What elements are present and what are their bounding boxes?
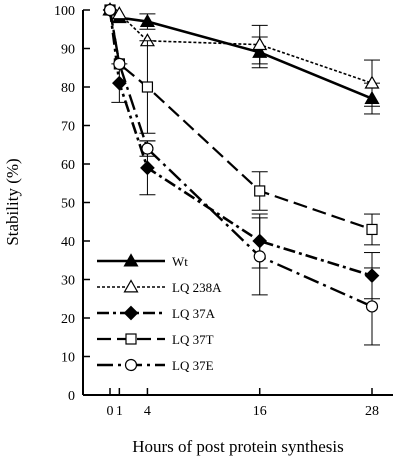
legend: Wt LQ 238A LQ 37A LQ 37T LQ 37E bbox=[97, 253, 222, 373]
x-axis-ticks: 0 1 4 16 28 bbox=[107, 388, 379, 419]
legend-item: LQ 37A bbox=[97, 305, 216, 321]
x-tick-label: 1 bbox=[116, 404, 123, 419]
legend-label: LQ 238A bbox=[172, 280, 222, 295]
legend-marker bbox=[125, 333, 137, 345]
y-tick-label: 20 bbox=[61, 312, 75, 327]
data-point bbox=[366, 223, 378, 236]
data-point bbox=[253, 250, 266, 263]
data-point bbox=[141, 142, 154, 155]
y-tick-label: 60 bbox=[61, 158, 75, 173]
data-point bbox=[112, 75, 127, 91]
legend-item: LQ 37E bbox=[97, 358, 214, 373]
legend-marker bbox=[123, 253, 139, 267]
legend-item: LQ 37T bbox=[97, 332, 214, 347]
x-axis-title: Hours of post protein synthesis bbox=[132, 437, 344, 456]
legend-item: Wt bbox=[97, 253, 188, 269]
y-tick-label: 30 bbox=[61, 274, 75, 289]
series-wt bbox=[102, 2, 380, 115]
data-point bbox=[139, 13, 155, 28]
y-tick-label: 50 bbox=[61, 197, 75, 212]
x-tick-label: 28 bbox=[365, 404, 379, 419]
data-point bbox=[364, 75, 380, 89]
data-point bbox=[140, 160, 155, 176]
y-tick-label: 80 bbox=[61, 81, 75, 96]
x-tick-label: 4 bbox=[144, 404, 151, 419]
data-point bbox=[365, 300, 379, 313]
y-tick-label: 100 bbox=[54, 4, 75, 19]
legend-label: LQ 37T bbox=[172, 332, 214, 347]
y-tick-label: 70 bbox=[61, 120, 75, 135]
data-point bbox=[113, 57, 126, 71]
series-layer bbox=[102, 2, 380, 346]
legend-marker bbox=[123, 279, 139, 293]
legend-item: LQ 238A bbox=[97, 279, 222, 295]
y-tick-label: 40 bbox=[61, 235, 75, 250]
legend-label: LQ 37A bbox=[172, 306, 216, 321]
x-tick-label: 0 bbox=[107, 404, 114, 419]
y-tick-label: 0 bbox=[68, 389, 75, 404]
x-tick-label: 16 bbox=[253, 404, 267, 419]
legend-marker bbox=[124, 358, 138, 372]
legend-label: Wt bbox=[172, 254, 188, 269]
data-point bbox=[103, 3, 117, 17]
y-axis-title: Stability (%) bbox=[3, 158, 22, 245]
data-point bbox=[252, 36, 268, 51]
data-point bbox=[141, 81, 154, 93]
data-point bbox=[254, 185, 266, 197]
data-point bbox=[111, 6, 127, 20]
y-tick-label: 90 bbox=[61, 43, 75, 58]
series-lq-37e bbox=[103, 3, 380, 346]
series-lq-37t bbox=[104, 4, 380, 246]
y-tick-label: 10 bbox=[61, 351, 75, 366]
series-line bbox=[108, 9, 373, 308]
legend-marker bbox=[123, 305, 139, 321]
legend-label: LQ 37E bbox=[172, 358, 214, 373]
y-axis-ticks: 0 10 20 30 40 50 60 70 80 90 100 bbox=[54, 4, 90, 404]
